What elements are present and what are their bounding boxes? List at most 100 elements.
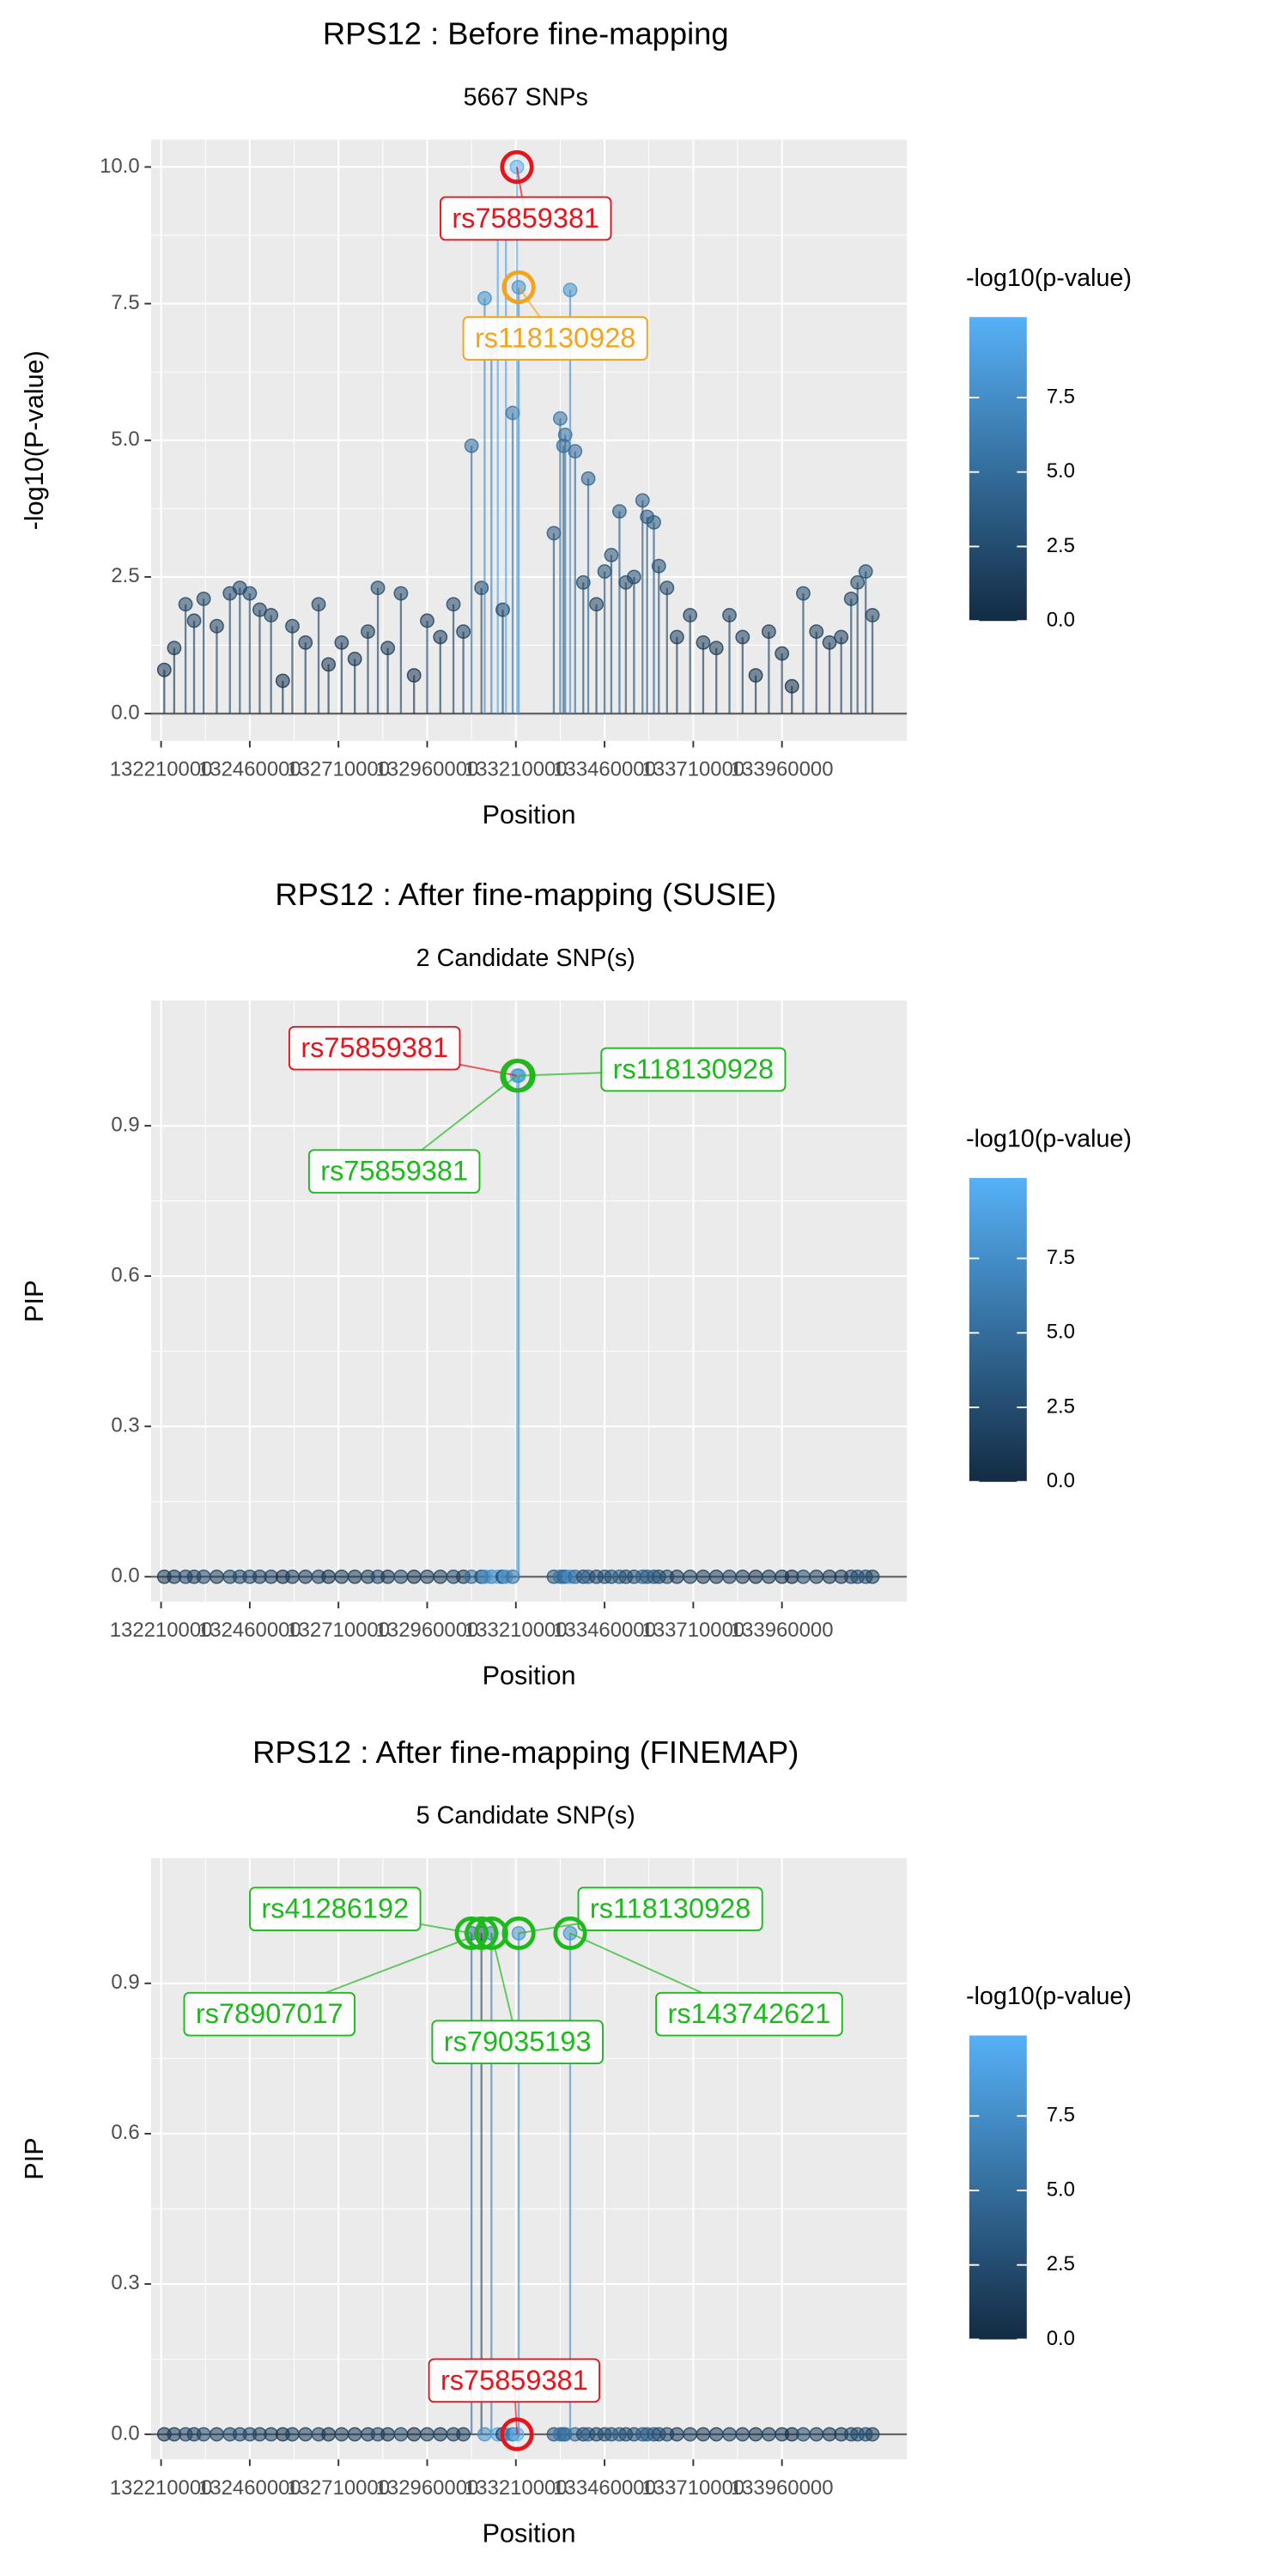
y-tick-label: 7.5 xyxy=(111,291,139,314)
point xyxy=(380,1569,396,1584)
point xyxy=(380,641,396,656)
point xyxy=(843,591,859,606)
point xyxy=(285,1569,300,1584)
annotation-label: rs75859381 xyxy=(440,2365,588,2396)
colorbar-tick-label: 7.5 xyxy=(1047,385,1075,408)
point xyxy=(347,2427,362,2442)
point xyxy=(210,2427,224,2442)
x-tick-label: 132710000 xyxy=(287,1619,390,1642)
point xyxy=(495,602,510,617)
point xyxy=(865,608,880,623)
x-axis-title: Position xyxy=(483,1662,576,1691)
point xyxy=(784,678,799,694)
point xyxy=(589,597,604,612)
x-tick-label: 132210000 xyxy=(110,2476,213,2500)
point xyxy=(456,624,471,639)
annotation-label: rs75859381 xyxy=(320,1156,468,1187)
colorbar-tick-label: 0.0 xyxy=(1047,1469,1075,1492)
point xyxy=(393,1569,409,1584)
y-tick-label: 0.6 xyxy=(111,1263,139,1286)
x-tick-label: 132960000 xyxy=(376,758,479,781)
point xyxy=(708,641,724,656)
highlight-ring xyxy=(501,270,536,305)
annotation-label: rs118130928 xyxy=(475,323,635,354)
x-tick-label: 132460000 xyxy=(198,1619,301,1642)
x-tick-label: 132210000 xyxy=(110,758,213,781)
x-tick-label: 133210000 xyxy=(465,1619,568,1642)
colorbar-title: -log10(p-value) xyxy=(966,264,1132,292)
y-axis-title: -log10(P-value) xyxy=(20,350,49,530)
highlight-ring xyxy=(500,149,534,185)
point xyxy=(647,514,661,530)
point xyxy=(553,410,568,426)
annotation-box xyxy=(655,1991,843,2037)
y-tick-label: 0.0 xyxy=(111,1564,139,1588)
point xyxy=(708,1569,724,1584)
point xyxy=(748,2427,763,2442)
point xyxy=(446,597,461,612)
point xyxy=(264,608,279,623)
point xyxy=(748,1569,763,1584)
x-tick-label: 132710000 xyxy=(287,2476,390,2500)
point xyxy=(210,618,224,634)
point xyxy=(334,635,349,650)
point xyxy=(252,602,267,617)
point xyxy=(796,586,811,601)
plot-background xyxy=(151,1000,908,1602)
annotation-box xyxy=(183,1991,356,2037)
point xyxy=(285,618,300,634)
chart-title: RPS12 : After fine-mapping (FINEMAP) xyxy=(252,1735,799,1770)
point xyxy=(210,1569,224,1584)
y-tick-label: 0.3 xyxy=(111,2271,139,2294)
x-tick-label: 133710000 xyxy=(642,758,745,781)
point xyxy=(546,526,562,541)
point xyxy=(626,569,641,585)
x-tick-label: 133460000 xyxy=(553,1619,656,1642)
point xyxy=(858,564,873,579)
annotation-label: rs75859381 xyxy=(452,203,599,234)
annotation-label: rs143742621 xyxy=(668,1998,831,2029)
point xyxy=(708,2427,724,2442)
chart-title: RPS12 : Before fine-mapping xyxy=(323,16,729,52)
point xyxy=(393,2427,409,2442)
point xyxy=(696,2427,711,2442)
point xyxy=(420,1569,434,1584)
point xyxy=(669,629,684,645)
annotation-box xyxy=(440,196,612,241)
point xyxy=(612,504,627,519)
point xyxy=(380,2427,396,2442)
x-tick-label: 133460000 xyxy=(553,2476,656,2500)
point xyxy=(735,629,750,645)
point xyxy=(167,641,182,656)
point xyxy=(669,2427,684,2442)
highlight-ring xyxy=(465,1916,499,1951)
annotation-box xyxy=(307,1149,481,1194)
annotation-box xyxy=(428,2358,601,2403)
x-tick-label: 132960000 xyxy=(376,1619,479,1642)
point xyxy=(420,2427,434,2442)
point xyxy=(580,471,596,486)
highlight-ring xyxy=(500,2417,534,2451)
point xyxy=(865,2427,880,2442)
point xyxy=(347,1569,362,1584)
x-tick-label: 133710000 xyxy=(642,2476,745,2500)
point xyxy=(298,1569,313,1584)
colorbar-tick-label: 2.5 xyxy=(1047,534,1075,557)
point xyxy=(669,1569,684,1584)
point xyxy=(477,2427,492,2442)
annotation-label: rs79035193 xyxy=(444,2026,592,2057)
point xyxy=(735,1569,750,1584)
point xyxy=(604,548,619,562)
point xyxy=(186,613,202,629)
point xyxy=(761,2427,776,2442)
x-tick-label: 132460000 xyxy=(198,758,301,781)
point xyxy=(635,493,650,508)
point xyxy=(456,2427,471,2442)
point xyxy=(568,444,583,459)
x-axis-title: Position xyxy=(483,2518,576,2548)
chart-panel: RPS12 : Before fine-mapping 5667 SNPs Posi… xyxy=(20,16,1132,829)
y-tick-label: 10.0 xyxy=(100,155,140,178)
highlight-ring xyxy=(501,1916,536,1951)
x-tick-label: 132210000 xyxy=(110,1619,213,1642)
